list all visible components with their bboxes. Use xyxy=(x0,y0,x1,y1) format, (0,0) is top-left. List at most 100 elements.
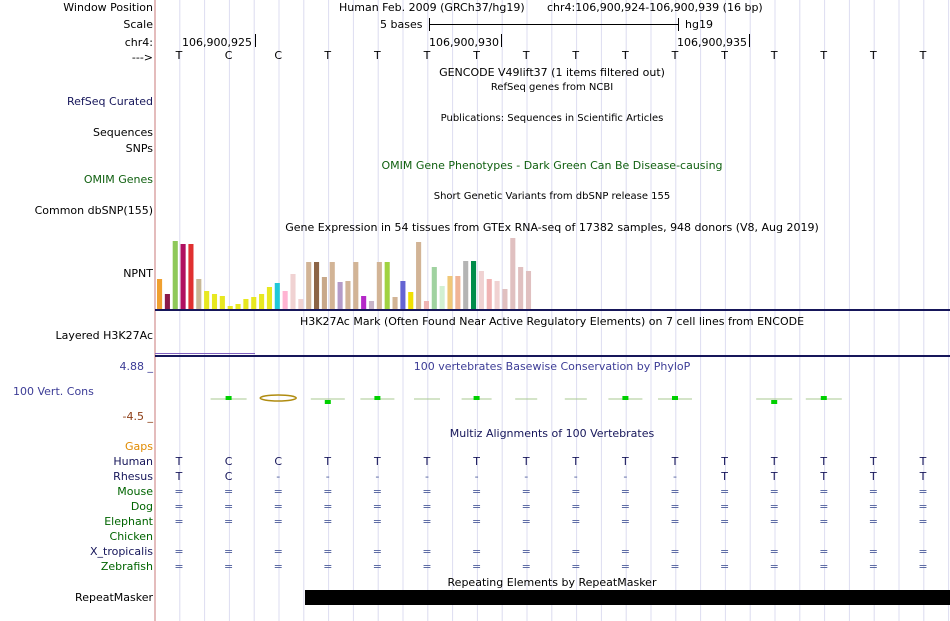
alignment-base: = xyxy=(174,500,184,513)
alignment-base: = xyxy=(174,485,184,498)
species-label[interactable]: Dog xyxy=(130,500,153,513)
alignment-base: T xyxy=(522,455,530,468)
gtex-bar xyxy=(164,294,170,309)
alignment-base: = xyxy=(571,500,581,513)
species-label[interactable]: X_tropicalis xyxy=(89,545,153,558)
gtex-bar xyxy=(329,262,335,309)
gtex-bar xyxy=(447,276,453,309)
gaps-track-label[interactable]: Gaps xyxy=(125,440,153,453)
alignment-base: C xyxy=(224,470,233,483)
alignment-base: = xyxy=(223,500,234,513)
publications-track-title[interactable]: Publications: Sequences in Scientific Ar… xyxy=(440,113,664,124)
omim-track-label[interactable]: OMIM Genes xyxy=(83,173,153,186)
alignment-base: = xyxy=(273,560,283,573)
cons-track-label[interactable]: 100 Vert. Cons xyxy=(13,385,94,398)
alignment-base: T xyxy=(671,455,679,468)
dbsnp-track-label[interactable]: Common dbSNP(155) xyxy=(34,204,153,217)
snps-track-label[interactable]: SNPs xyxy=(125,142,153,155)
alignment-base: = xyxy=(620,515,630,528)
omim-track-title[interactable]: OMIM Gene Phenotypes - Dark Green Can Be… xyxy=(381,159,723,172)
dbsnp-track-title[interactable]: Short Genetic Variants from dbSNP releas… xyxy=(433,191,671,202)
alignment-base: = xyxy=(868,545,878,558)
gencode-track-title[interactable]: GENCODE V49lift37 (1 items filtered out) xyxy=(439,66,665,79)
alignment-base: = xyxy=(918,500,928,513)
alignment-base: = xyxy=(620,485,630,498)
alignment-base: = xyxy=(223,545,234,558)
coord-tick-label: 106,900,925 xyxy=(182,36,252,49)
h3k27ac-track-label[interactable]: Layered H3K27Ac xyxy=(55,329,153,342)
base-letter: C xyxy=(274,49,283,62)
alignment-base: = xyxy=(918,560,928,573)
gtex-bar xyxy=(180,244,186,309)
base-letter: T xyxy=(374,49,381,62)
base-letter: T xyxy=(919,49,927,62)
alignment-base: T xyxy=(572,455,580,468)
scale-bar-right-tick xyxy=(678,18,679,31)
multiz-track-title[interactable]: Multiz Alignments of 100 Vertebrates xyxy=(449,427,655,440)
species-label[interactable]: Elephant xyxy=(104,515,153,528)
alignment-base: = xyxy=(620,560,630,573)
h3k27ac-track-title[interactable]: H3K27Ac Mark (Often Found Near Active Re… xyxy=(299,315,805,328)
alignment-base: = xyxy=(868,500,878,513)
alignment-base: = xyxy=(719,545,730,558)
alignment-base: = xyxy=(521,545,531,558)
gtex-gene-label[interactable]: NPNT xyxy=(123,267,153,280)
gtex-bar xyxy=(282,291,288,309)
gtex-bar xyxy=(337,282,343,309)
species-label[interactable]: Mouse xyxy=(117,485,153,498)
gtex-bar xyxy=(353,262,359,309)
species-label[interactable]: Rhesus xyxy=(113,470,153,483)
alignment-base: T xyxy=(175,455,183,468)
gtex-bar xyxy=(235,304,241,309)
strand-label: ---> xyxy=(131,51,153,64)
alignment-base: T xyxy=(473,455,480,468)
repeat-element-bar[interactable] xyxy=(305,590,950,605)
alignment-base: = xyxy=(571,560,581,573)
alignment-base: = xyxy=(918,515,928,528)
refseq-track-label[interactable]: RefSeq Curated xyxy=(67,95,153,108)
scale-label: Scale xyxy=(123,18,153,31)
alignment-base: T xyxy=(175,470,183,483)
alignment-base: = xyxy=(422,560,432,573)
species-label[interactable]: Chicken xyxy=(109,530,153,543)
gtex-bar xyxy=(400,281,406,309)
cons-track-title[interactable]: 100 vertebrates Basewise Conservation by… xyxy=(413,360,691,373)
alignment-base: = xyxy=(223,485,234,498)
scale-bar xyxy=(429,24,679,25)
alignment-base: = xyxy=(521,515,531,528)
coord-tick xyxy=(255,34,256,47)
gtex-bar xyxy=(502,289,508,309)
alignment-base: T xyxy=(919,455,927,468)
species-label[interactable]: Human xyxy=(113,455,153,468)
species-label[interactable]: Zebrafish xyxy=(100,560,153,573)
base-letter: T xyxy=(324,49,332,62)
alignment-base: T xyxy=(374,455,381,468)
sequences-track-label[interactable]: Sequences xyxy=(93,126,153,139)
alignment-base: = xyxy=(769,500,779,513)
alignment-base: = xyxy=(273,545,283,558)
base-letter: T xyxy=(870,49,877,62)
repeat-track-label[interactable]: RepeatMasker xyxy=(75,591,153,604)
alignment-base: T xyxy=(622,455,629,468)
gtex-bar xyxy=(306,262,312,309)
scale-text: 5 bases xyxy=(380,18,423,31)
alignment-base: = xyxy=(620,500,630,513)
base-letter: T xyxy=(671,49,679,62)
alignment-base: = xyxy=(719,485,730,498)
alignment-base: = xyxy=(670,560,680,573)
gtex-bar-chart[interactable] xyxy=(155,236,535,310)
alignment-base: = xyxy=(868,560,878,573)
gtex-track-title[interactable]: Gene Expression in 54 tissues from GTEx … xyxy=(285,221,819,234)
gtex-bar xyxy=(486,279,492,309)
alignment-base: = xyxy=(471,545,482,558)
gtex-bar xyxy=(510,238,516,309)
alignment-base: = xyxy=(521,500,531,513)
refseq-track-title[interactable]: RefSeq genes from NCBI xyxy=(490,82,614,93)
gtex-bar xyxy=(227,306,233,309)
alignment-base: - xyxy=(375,470,380,483)
repeat-track-title[interactable]: Repeating Elements by RepeatMasker xyxy=(447,576,657,589)
alignment-base: T xyxy=(870,455,877,468)
gtex-bar xyxy=(172,241,178,309)
alignment-base: T xyxy=(721,470,728,483)
